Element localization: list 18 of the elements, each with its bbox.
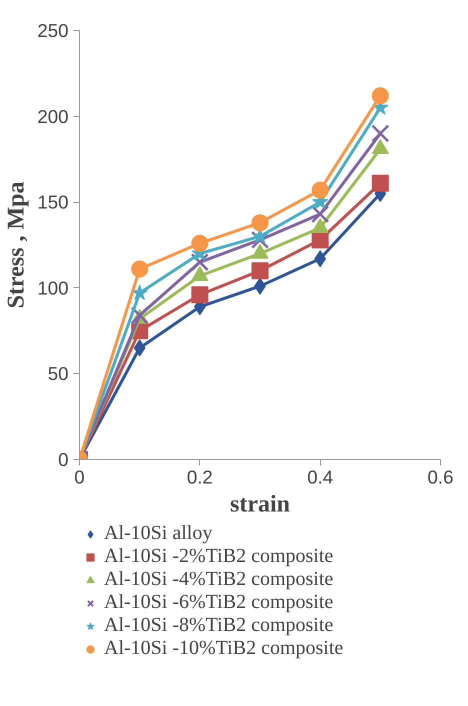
y-tick-label: 150 bbox=[37, 192, 69, 213]
legend-label: Al-10Si -2%TiB2 composite bbox=[104, 545, 334, 568]
x-tick-label: 0.2 bbox=[186, 466, 213, 488]
legend-label: Al-10Si -4%TiB2 composite bbox=[104, 568, 334, 591]
legend-label: Al-10Si -8%TiB2 composite bbox=[104, 614, 334, 637]
y-tick-label: 100 bbox=[37, 277, 69, 298]
y-tick-label: 50 bbox=[48, 363, 69, 384]
y-tick-label: 250 bbox=[37, 20, 69, 41]
x-tick-label: 0.4 bbox=[307, 466, 334, 488]
x-tick-label: 0 bbox=[74, 466, 85, 488]
x-axis-title: strain bbox=[230, 492, 290, 518]
y-tick-label: 0 bbox=[58, 449, 69, 470]
legend-label: Al-10Si -6%TiB2 composite bbox=[104, 591, 334, 614]
legend-label: Al-10Si alloy bbox=[104, 522, 212, 545]
y-tick-label: 200 bbox=[37, 106, 69, 127]
legend-label: Al-10Si -10%TiB2 composite bbox=[104, 637, 344, 660]
x-tick-label: 0.6 bbox=[428, 466, 454, 488]
y-axis-title: Stress , Mpa bbox=[3, 182, 30, 308]
